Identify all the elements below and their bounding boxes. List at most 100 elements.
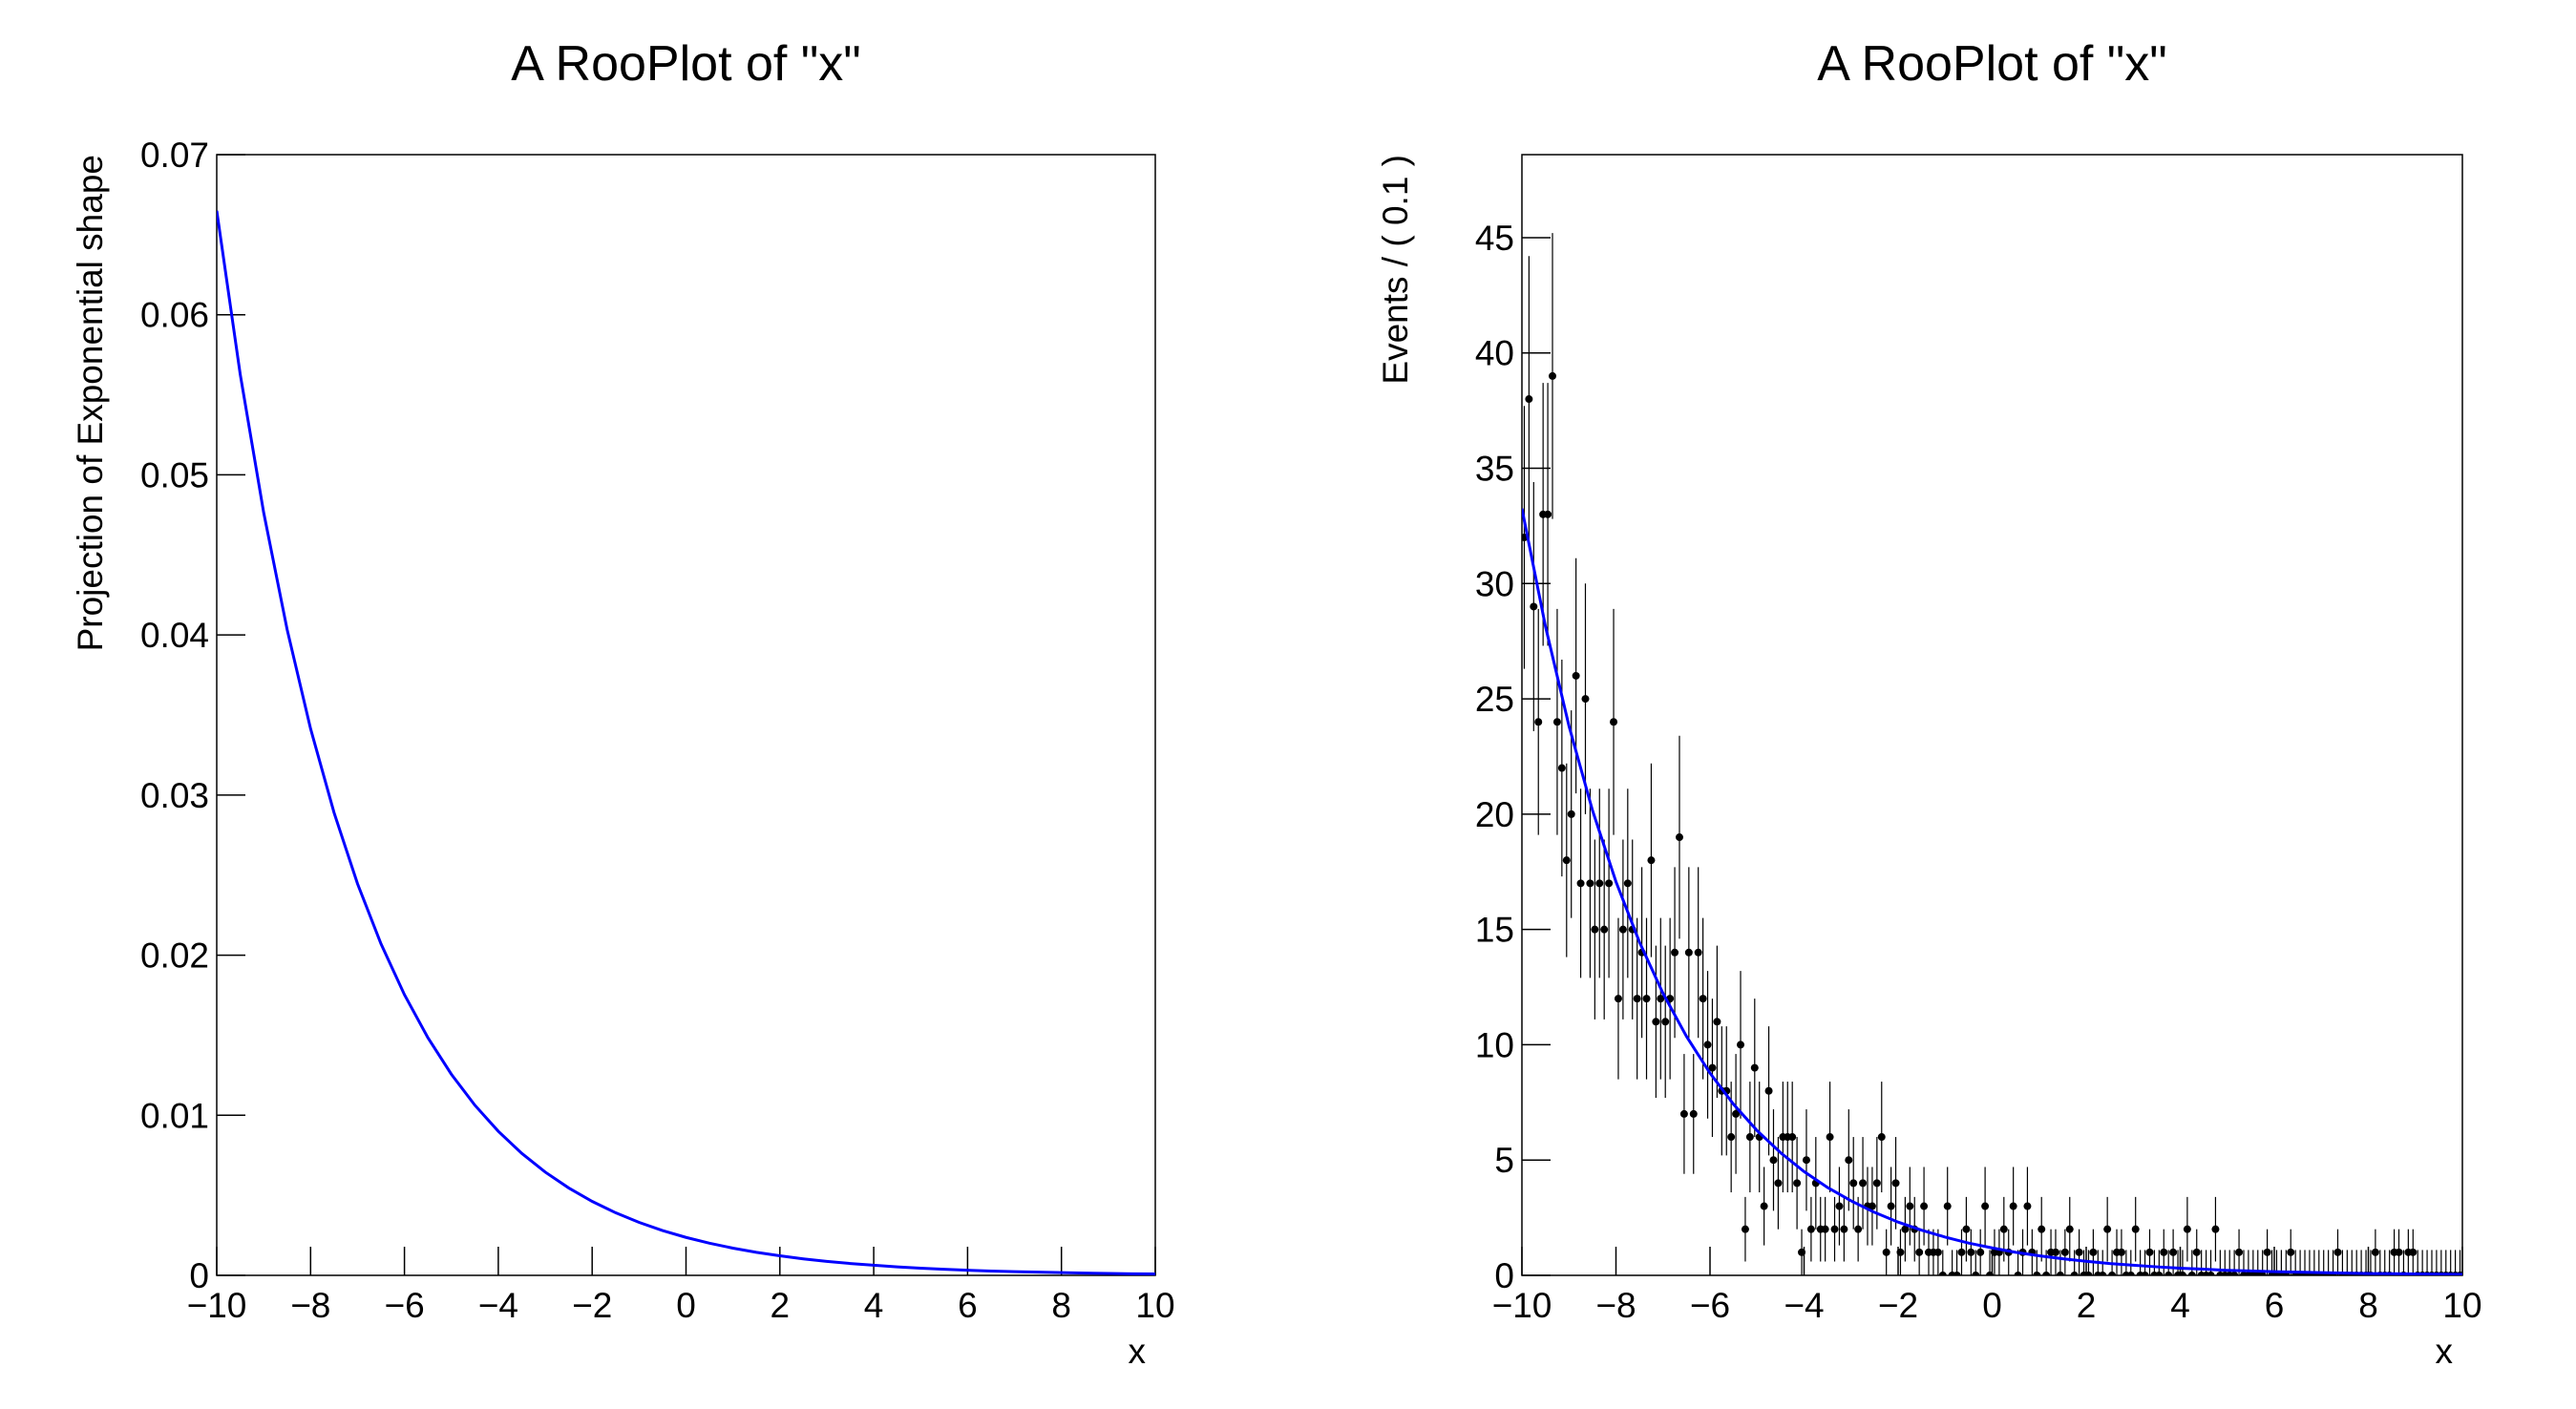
- data-point: [1671, 948, 1679, 957]
- x-tick-label: −4: [1784, 1286, 1824, 1325]
- data-point: [1562, 856, 1571, 865]
- data-point: [1703, 1041, 1712, 1049]
- data-point: [1618, 925, 1627, 934]
- data-point: [1920, 1202, 1929, 1210]
- data-point: [2065, 1225, 2074, 1233]
- y-tick-label: 0: [189, 1256, 209, 1295]
- data-point: [2075, 1248, 2083, 1256]
- data-point: [1552, 718, 1561, 726]
- data-point: [2160, 1248, 2168, 1256]
- data-point: [2409, 1248, 2418, 1256]
- y-tick-label: 0.04: [140, 616, 209, 655]
- data-point: [2230, 1272, 2239, 1275]
- data-point: [1901, 1225, 1910, 1233]
- y-tick-label: 20: [1475, 795, 1514, 834]
- data-point: [1732, 1109, 1741, 1118]
- y-tick-label: 0.06: [140, 296, 209, 335]
- data-point: [1699, 995, 1707, 1003]
- data-point: [2023, 1202, 2032, 1210]
- x-tick-label: 10: [2442, 1286, 2481, 1325]
- data-point: [1760, 1202, 1768, 1210]
- y-tick-label: 0.01: [140, 1096, 209, 1135]
- chart-title: A RooPlot of "x": [1817, 36, 2166, 92]
- data-point: [1835, 1202, 1844, 1210]
- data-point: [1576, 879, 1585, 888]
- data-point: [1845, 1156, 1853, 1165]
- data-point: [1727, 1133, 1736, 1142]
- data-point: [2371, 1248, 2379, 1256]
- x-tick-label: 6: [958, 1286, 978, 1325]
- data-point: [2070, 1272, 2079, 1275]
- data-point: [1882, 1248, 1890, 1256]
- data-point: [2126, 1272, 2135, 1275]
- data-point: [1689, 1109, 1698, 1118]
- data-point: [1610, 718, 1618, 726]
- y-tick-label: 0: [1494, 1256, 1514, 1295]
- y-tick-label: 10: [1475, 1025, 1514, 1064]
- data-point: [2164, 1272, 2173, 1275]
- data-point: [1887, 1202, 1895, 1210]
- plot-area: [217, 210, 1155, 1275]
- x-tick-label: −10: [1492, 1286, 1552, 1325]
- data-point: [1623, 879, 1632, 888]
- data-point: [2009, 1202, 2017, 1210]
- data-point: [2235, 1248, 2244, 1256]
- y-tick-label: 15: [1475, 911, 1514, 950]
- data-point: [1849, 1179, 1858, 1188]
- data-point: [1600, 925, 1609, 934]
- y-tick-label: 5: [1494, 1141, 1514, 1180]
- data-point: [2014, 1272, 2022, 1275]
- data-point: [2089, 1248, 2098, 1256]
- data-point: [1657, 995, 1665, 1003]
- data-point: [1788, 1133, 1797, 1142]
- plot-area: [1522, 233, 2462, 1275]
- data-point: [1605, 879, 1614, 888]
- x-tick-label: 0: [1982, 1286, 2002, 1325]
- x-tick-label: −10: [187, 1286, 247, 1325]
- data-point: [1595, 879, 1604, 888]
- y-axis-label: Projection of Exponential shape: [71, 155, 110, 651]
- y-tick-label: 0.02: [140, 936, 209, 976]
- data-point: [1872, 1179, 1881, 1188]
- data-point: [1821, 1225, 1829, 1233]
- x-axis-label: x: [2436, 1332, 2454, 1371]
- data-point: [1642, 995, 1651, 1003]
- y-axis-label: Events / ( 0.1 ): [1376, 155, 1415, 385]
- plot: A RooPlot of "x" −10 −8 −6 −4 −2 0 2 4 6 8 10 0 0.01 0…: [71, 36, 1175, 1371]
- x-tick-label: 8: [1051, 1286, 1071, 1325]
- data-point: [1967, 1248, 1975, 1256]
- data-point: [1906, 1202, 1914, 1210]
- data-point: [2038, 1225, 2046, 1233]
- data-point: [2178, 1272, 2186, 1275]
- data-point: [1769, 1156, 1778, 1165]
- x-tick-label: 10: [1135, 1286, 1174, 1325]
- data-point: [1830, 1225, 1839, 1233]
- data-point: [1981, 1202, 1990, 1210]
- data-point: [1976, 1248, 1985, 1256]
- x-tick-label: −2: [572, 1286, 612, 1325]
- data-point: [1745, 1133, 1754, 1142]
- data-point: [2192, 1248, 2201, 1256]
- data-point: [1798, 1248, 1806, 1256]
- data-point: [1544, 510, 1552, 518]
- data-point: [1840, 1225, 1848, 1233]
- data-point: [1774, 1179, 1783, 1188]
- data-point: [2051, 1248, 2059, 1256]
- data-point: [2141, 1272, 2149, 1275]
- data-point: [2183, 1225, 2191, 1233]
- data-point: [1633, 995, 1641, 1003]
- x-tick-label: −4: [478, 1286, 518, 1325]
- data-point: [1953, 1272, 1961, 1275]
- data-point: [1999, 1225, 2008, 1233]
- data-point: [1713, 1018, 1721, 1026]
- data-point: [1793, 1179, 1802, 1188]
- data-point: [1802, 1156, 1810, 1165]
- data-point: [1826, 1133, 1834, 1142]
- data-point: [2187, 1272, 2196, 1275]
- data-point: [1806, 1225, 1815, 1233]
- curve: [217, 210, 1155, 1275]
- data-point: [1557, 764, 1566, 772]
- y-tick-label: 0.07: [140, 136, 209, 175]
- plot-frame: [1521, 154, 2463, 1276]
- data-point: [1891, 1179, 1900, 1188]
